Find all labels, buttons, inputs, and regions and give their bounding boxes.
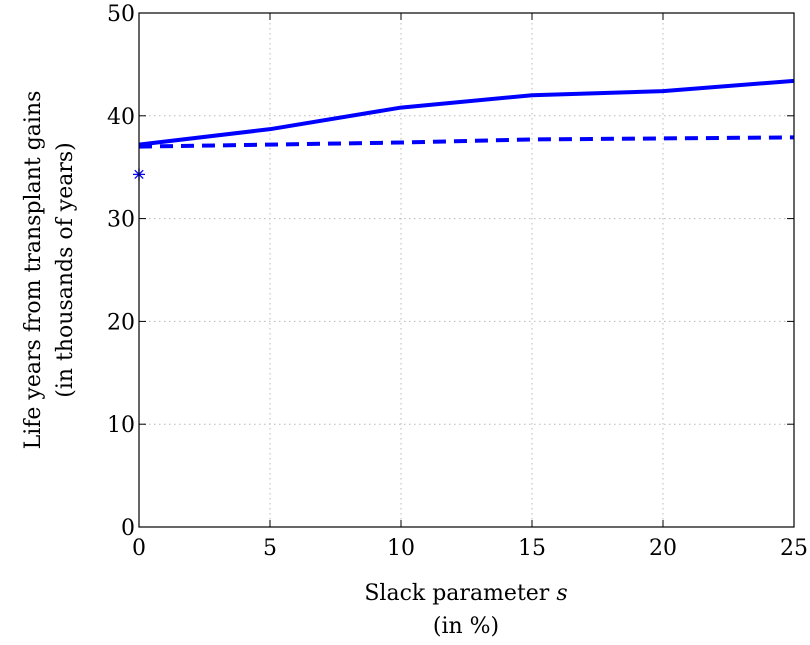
y-tick-label: 40 — [107, 105, 135, 130]
y-tick-label: 0 — [121, 516, 135, 541]
x-tick-label: 15 — [518, 536, 546, 561]
y-tick-label: 10 — [107, 413, 135, 438]
y-tick-label: 20 — [107, 310, 135, 335]
tick-layer — [138, 12, 795, 528]
x-tick-label: 5 — [263, 536, 277, 561]
grid-layer — [139, 13, 794, 527]
y-axis-title-unit: (in thousands of years) — [53, 142, 78, 397]
x-tick-label: 20 — [649, 536, 677, 561]
y-axis-title: Life years from transplant gains — [21, 91, 46, 450]
x-axis-title-text: Slack parameter — [364, 581, 549, 606]
series-layer — [133, 78, 795, 181]
y-tick-label: 30 — [107, 208, 135, 233]
dashed-series-line — [138, 135, 795, 149]
plot-frame — [138, 12, 795, 528]
x-tick-label: 0 — [132, 536, 146, 561]
solid-series-line — [138, 78, 795, 147]
x-tick-label: 25 — [780, 536, 808, 561]
x-axis-title: Slack parameter s — [364, 581, 567, 606]
x-axis-title-unit: (in %) — [433, 614, 499, 639]
x-axis-title-symbol: s — [556, 581, 567, 606]
y-tick-label: 50 — [107, 2, 135, 27]
tick-label-layer: 0 5 10 15 20 25 0 10 20 30 40 50 — [107, 2, 808, 561]
x-tick-label: 10 — [387, 536, 415, 561]
